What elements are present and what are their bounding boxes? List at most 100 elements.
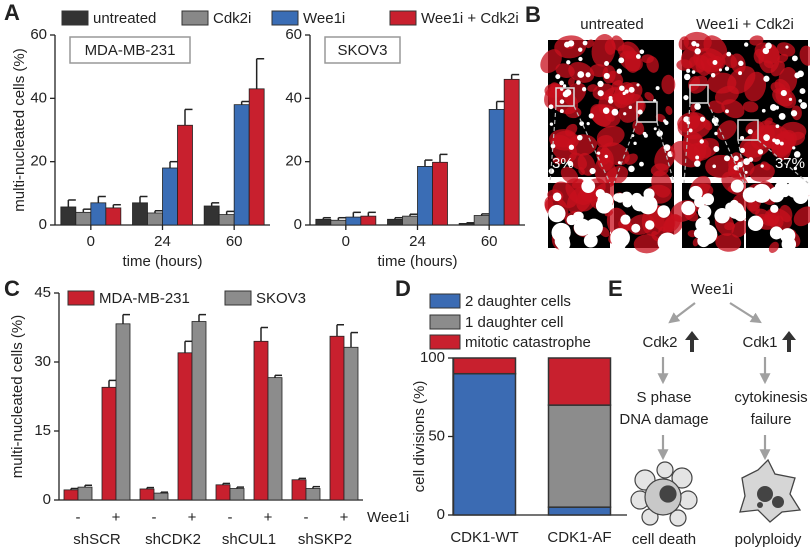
cell: [646, 56, 659, 73]
nucleus: [740, 135, 745, 141]
nucleus: [552, 192, 562, 202]
nucleus: [564, 41, 571, 48]
nucleus: [695, 43, 700, 47]
nucleus: [564, 89, 572, 96]
nucleus: [578, 56, 583, 62]
x-tick-label: +: [264, 509, 273, 526]
legend-label: 1 daughter cell: [465, 314, 563, 331]
y-tick-label: 45: [34, 284, 51, 301]
nucleus: [581, 179, 596, 194]
nucleus: [635, 54, 641, 59]
nucleus: [631, 223, 641, 233]
nucleus: [700, 116, 706, 122]
nucleus: [573, 218, 591, 236]
y-axis-label: multi-nucleated cells (%): [9, 315, 26, 478]
polyploidy-icon: [739, 458, 802, 523]
y-tick-label: 100: [420, 349, 445, 366]
legend-label: 2 daughter cells: [465, 293, 571, 310]
panel-label: B: [525, 2, 541, 27]
cell: [799, 45, 810, 66]
nucleus: [576, 80, 581, 85]
cell: [778, 67, 798, 94]
bar: [330, 219, 347, 226]
bar: [387, 218, 403, 226]
nucleus: [568, 144, 575, 150]
node: Cdk2: [642, 334, 677, 351]
group-label: shSKP2: [298, 531, 352, 548]
nucleus: [702, 193, 715, 206]
nucleus: [620, 214, 631, 225]
group-label: shCUL1: [222, 531, 276, 548]
group-label: shSCR: [73, 531, 121, 548]
nucleus: [724, 66, 730, 71]
annotation: MDA-MB-231: [85, 42, 176, 59]
nucleus: [602, 107, 610, 114]
cell: [749, 35, 764, 46]
nucleus: [765, 42, 772, 50]
x-tick-label: +: [112, 509, 121, 526]
legend-swatch: [429, 334, 461, 350]
nucleus: [656, 130, 663, 137]
cell: [553, 130, 577, 148]
nucleus: [645, 220, 655, 230]
legend-label: Cdk2i: [213, 10, 251, 27]
cell: [632, 120, 645, 135]
bar: [233, 104, 250, 226]
panel-label: E: [608, 276, 623, 301]
cell: [775, 87, 797, 109]
cell: [596, 125, 625, 147]
bar: [147, 212, 163, 226]
legend-swatch: [389, 10, 417, 26]
nucleus: [548, 204, 566, 223]
zoom-line: [613, 121, 638, 184]
x-tick-label: -: [304, 509, 309, 526]
nucleus: [624, 89, 629, 94]
nucleus: [620, 191, 633, 203]
nucleus: [655, 86, 660, 91]
y-tick-label: 30: [34, 353, 51, 370]
nucleus: [577, 134, 583, 141]
nucleus: [769, 226, 783, 240]
bar: [343, 346, 359, 501]
nucleus: [788, 97, 793, 101]
zoom-line: [549, 105, 557, 184]
nucleus: [725, 202, 736, 213]
nucleus: [744, 42, 749, 47]
cell: [589, 64, 609, 78]
x-tick-label: CDK1-WT: [450, 529, 518, 546]
nucleus: [795, 178, 810, 197]
node: polyploidy: [735, 531, 802, 548]
cell: [591, 33, 616, 67]
nucleus: [579, 121, 585, 126]
group-label: shCDK2: [145, 531, 201, 548]
cell: [544, 83, 565, 98]
nucleus: [637, 109, 643, 115]
bar-segment: [452, 372, 517, 516]
nucleus: [739, 147, 745, 154]
x-tick-label: -: [76, 509, 81, 526]
node: cytokinesis: [734, 389, 807, 406]
nucleus: [710, 73, 716, 78]
nucleus: [566, 60, 571, 65]
image-title: Wee1i + Cdk2i: [696, 16, 794, 33]
nucleus: [793, 166, 798, 171]
nucleus: [688, 185, 703, 200]
nucleus: [639, 161, 644, 167]
nucleus: [779, 141, 784, 146]
nucleus: [683, 95, 689, 101]
legend-label: Wee1i + Cdk2i: [421, 10, 519, 27]
x-tick-label: 60: [226, 233, 243, 250]
legend-swatch: [181, 10, 209, 26]
arrow: [668, 302, 696, 324]
nucleus: [691, 41, 697, 47]
cell: [571, 178, 584, 189]
nucleus: [712, 60, 718, 65]
nucleus: [712, 164, 717, 169]
y-tick-label: 20: [30, 153, 47, 170]
micrographs: [540, 31, 810, 254]
y-tick-label: 0: [294, 216, 302, 233]
bar-segment: [452, 357, 517, 375]
nucleus: [628, 165, 635, 173]
annotation-box: [69, 36, 191, 64]
nucleus: [636, 83, 640, 87]
